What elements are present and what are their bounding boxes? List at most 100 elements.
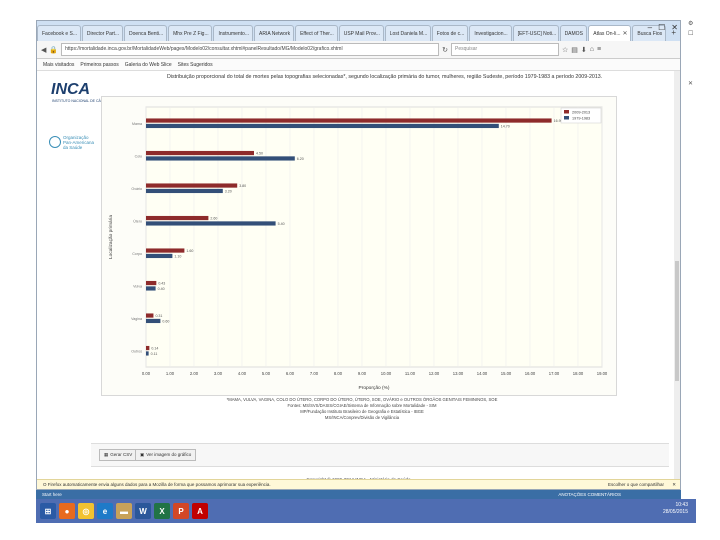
close-icon[interactable]: ✕ <box>672 482 676 487</box>
bar-2009-2013 <box>146 215 209 221</box>
powerpoint-icon[interactable]: P <box>173 503 189 519</box>
x-axis-title: Proporção (%) <box>359 385 390 391</box>
start-icon[interactable]: ⊞ <box>40 503 56 519</box>
star-icon[interactable]: ☆ <box>561 46 569 54</box>
bar-2009-2013 <box>146 280 157 286</box>
x-tick-label: 17.00 <box>549 371 560 376</box>
back-icon[interactable]: ◀ <box>41 46 47 54</box>
vertical-scrollbar[interactable] <box>674 71 680 481</box>
bar-chart: 0.00 1.00 2.00 3.00 4.00 5.00 6.00 7.00 8.00 9.00… <box>108 106 608 391</box>
word-icon[interactable]: W <box>135 503 151 519</box>
tab-10[interactable]: Investigacion... <box>469 25 512 41</box>
x-tick-label: 14.00 <box>477 371 488 376</box>
view-chart-image-button[interactable]: ▣ Ver imagem do gráfico <box>135 449 197 461</box>
reload-icon[interactable]: ↻ <box>442 46 448 54</box>
bookmark-item[interactable]: Galeria do Web Slice <box>124 61 172 68</box>
data-label: 6.20 <box>297 157 304 161</box>
notification-bar: O Firefox automaticamente envia alguns d… <box>37 479 680 489</box>
tab-11[interactable]: [EFT-USC] Noti... <box>512 25 559 41</box>
tab-2[interactable]: Doenca Benti... <box>124 25 168 41</box>
legend-label: 2009-2013 <box>572 110 590 114</box>
bookmark-item[interactable]: Primeiros passos <box>80 61 119 68</box>
tab-13[interactable]: Atlas On-li... ✕ <box>588 25 632 41</box>
tab-14[interactable]: Busca Fios <box>632 25 667 41</box>
tab-7[interactable]: USP Mail Prov... <box>338 25 384 41</box>
legend-label: 1979-1983 <box>572 116 590 120</box>
home-icon[interactable]: ⌂ <box>589 46 594 53</box>
opas-line: Organização <box>63 134 89 140</box>
bookmark-item[interactable]: Mais visitados <box>43 61 75 68</box>
legend-swatch <box>564 110 569 114</box>
data-label: 5.40 <box>278 222 285 226</box>
folder-icon[interactable]: ▬ <box>116 503 132 519</box>
tab-9[interactable]: Fotos de c... <box>431 25 469 41</box>
tab-1[interactable]: Director Part... <box>81 25 124 41</box>
bar-1979-1983 <box>146 253 173 259</box>
x-tick-label: 1.00 <box>166 371 175 376</box>
chart-sources: *MAMA, VULVA, VAGINA, COLO DO ÚTERO, COR… <box>97 397 627 421</box>
x-tick-label: 10.00 <box>381 371 392 376</box>
close-icon[interactable]: ✕ <box>688 81 694 87</box>
y-tick-label: Corpo <box>132 252 142 256</box>
tab-label: Atlas On-li... <box>593 30 621 37</box>
bookmark-item[interactable]: Sites Sugeridos <box>177 61 213 68</box>
tab-12[interactable]: DAMOS <box>559 25 588 41</box>
close-window-button[interactable]: ✕ <box>671 23 678 32</box>
bar-1979-1983 <box>146 351 149 356</box>
opas-line: da Saúde <box>63 144 83 150</box>
data-label: 4.50 <box>256 151 263 155</box>
maximize-button[interactable]: ☐ <box>658 23 666 32</box>
tab-5[interactable]: ARIA Network <box>254 25 295 41</box>
data-label: 0.60 <box>162 319 169 323</box>
note-line: *MAMA, VULVA, VAGINA, COLO DO ÚTERO, COR… <box>226 397 498 402</box>
action-bar: ▦ Gerar CSV ▣ Ver imagem do gráfico <box>91 443 669 467</box>
search-input[interactable]: Pesquisar <box>450 43 559 56</box>
bar-1979-1983 <box>146 156 295 161</box>
tab-0[interactable]: Facebook e S... <box>37 25 81 41</box>
y-axis-title: Localização primária <box>108 215 114 259</box>
firefox-icon[interactable]: ● <box>59 503 75 519</box>
tab-label: Mhx Pre Z Fig... <box>173 30 209 37</box>
data-label: 2.60 <box>210 216 217 220</box>
x-tick-label: 7.00 <box>310 371 319 376</box>
csv-icon: ▦ <box>104 452 109 457</box>
bar-1979-1983 <box>146 123 499 129</box>
navigation-bar: ◀ 🔒 https://mortalidade.inca.gov.br/Mort… <box>37 41 680 59</box>
tab-label: USP Mail Prov... <box>343 30 380 37</box>
restore-icon[interactable]: ☐ <box>688 31 694 37</box>
data-label: 0.11 <box>151 352 158 356</box>
new-tab-button[interactable]: + <box>671 28 676 37</box>
tab-6[interactable]: Effect of Ther... <box>295 25 338 41</box>
tab-8[interactable]: Lost Daniela M... <box>384 25 431 41</box>
status-right[interactable]: ANOTAÇÕES COMENTÁRIOS <box>558 492 621 497</box>
pdf-icon[interactable]: A <box>192 503 208 519</box>
generate-csv-button[interactable]: ▦ Gerar CSV <box>99 449 138 461</box>
y-tick-label: Colo <box>135 154 142 158</box>
data-label: 14.70 <box>501 124 510 128</box>
minimize-button[interactable]: – <box>647 23 653 32</box>
system-tray: 10:43 28/05/2015 <box>663 502 688 516</box>
chrome-icon[interactable]: ◎ <box>78 503 94 519</box>
choose-share-button[interactable]: Escolher o que compartilhar <box>607 482 664 487</box>
bookmarks-icon[interactable]: ▤ <box>571 46 578 54</box>
download-icon[interactable]: ⬇ <box>580 46 587 54</box>
tab-label: Investigacion... <box>474 30 508 37</box>
inca-logo-subtitle: INSTITUTO NACIONAL DE CÂNCER <box>52 99 111 103</box>
clock-date: 28/05/2015 <box>662 509 688 515</box>
tab-strip: Facebook e S... Director Part... Doenca Be… <box>37 21 680 41</box>
browser-window: Facebook e S... Director Part... Doenca Be… <box>36 20 681 490</box>
excel-icon[interactable]: X <box>154 503 170 519</box>
ie-icon[interactable]: e <box>97 503 113 519</box>
gear-icon[interactable]: ⚙ <box>688 21 694 27</box>
tab-label: Facebook e S... <box>42 30 78 37</box>
x-tick-label: 6.00 <box>286 371 295 376</box>
menu-icon[interactable]: ≡ <box>597 46 602 53</box>
legend-swatch <box>564 116 569 120</box>
scroll-thumb[interactable] <box>675 261 679 381</box>
data-label: 3.20 <box>225 189 232 193</box>
url-field[interactable]: https://mortalidade.inca.gov.br/Mortalid… <box>61 43 440 56</box>
bar-2009-2013 <box>146 183 238 188</box>
tab-3[interactable]: Mhx Pre Z Fig... <box>168 25 213 41</box>
tab-4[interactable]: Instrumento... <box>213 25 253 41</box>
close-tab-icon[interactable]: ✕ <box>622 30 628 37</box>
